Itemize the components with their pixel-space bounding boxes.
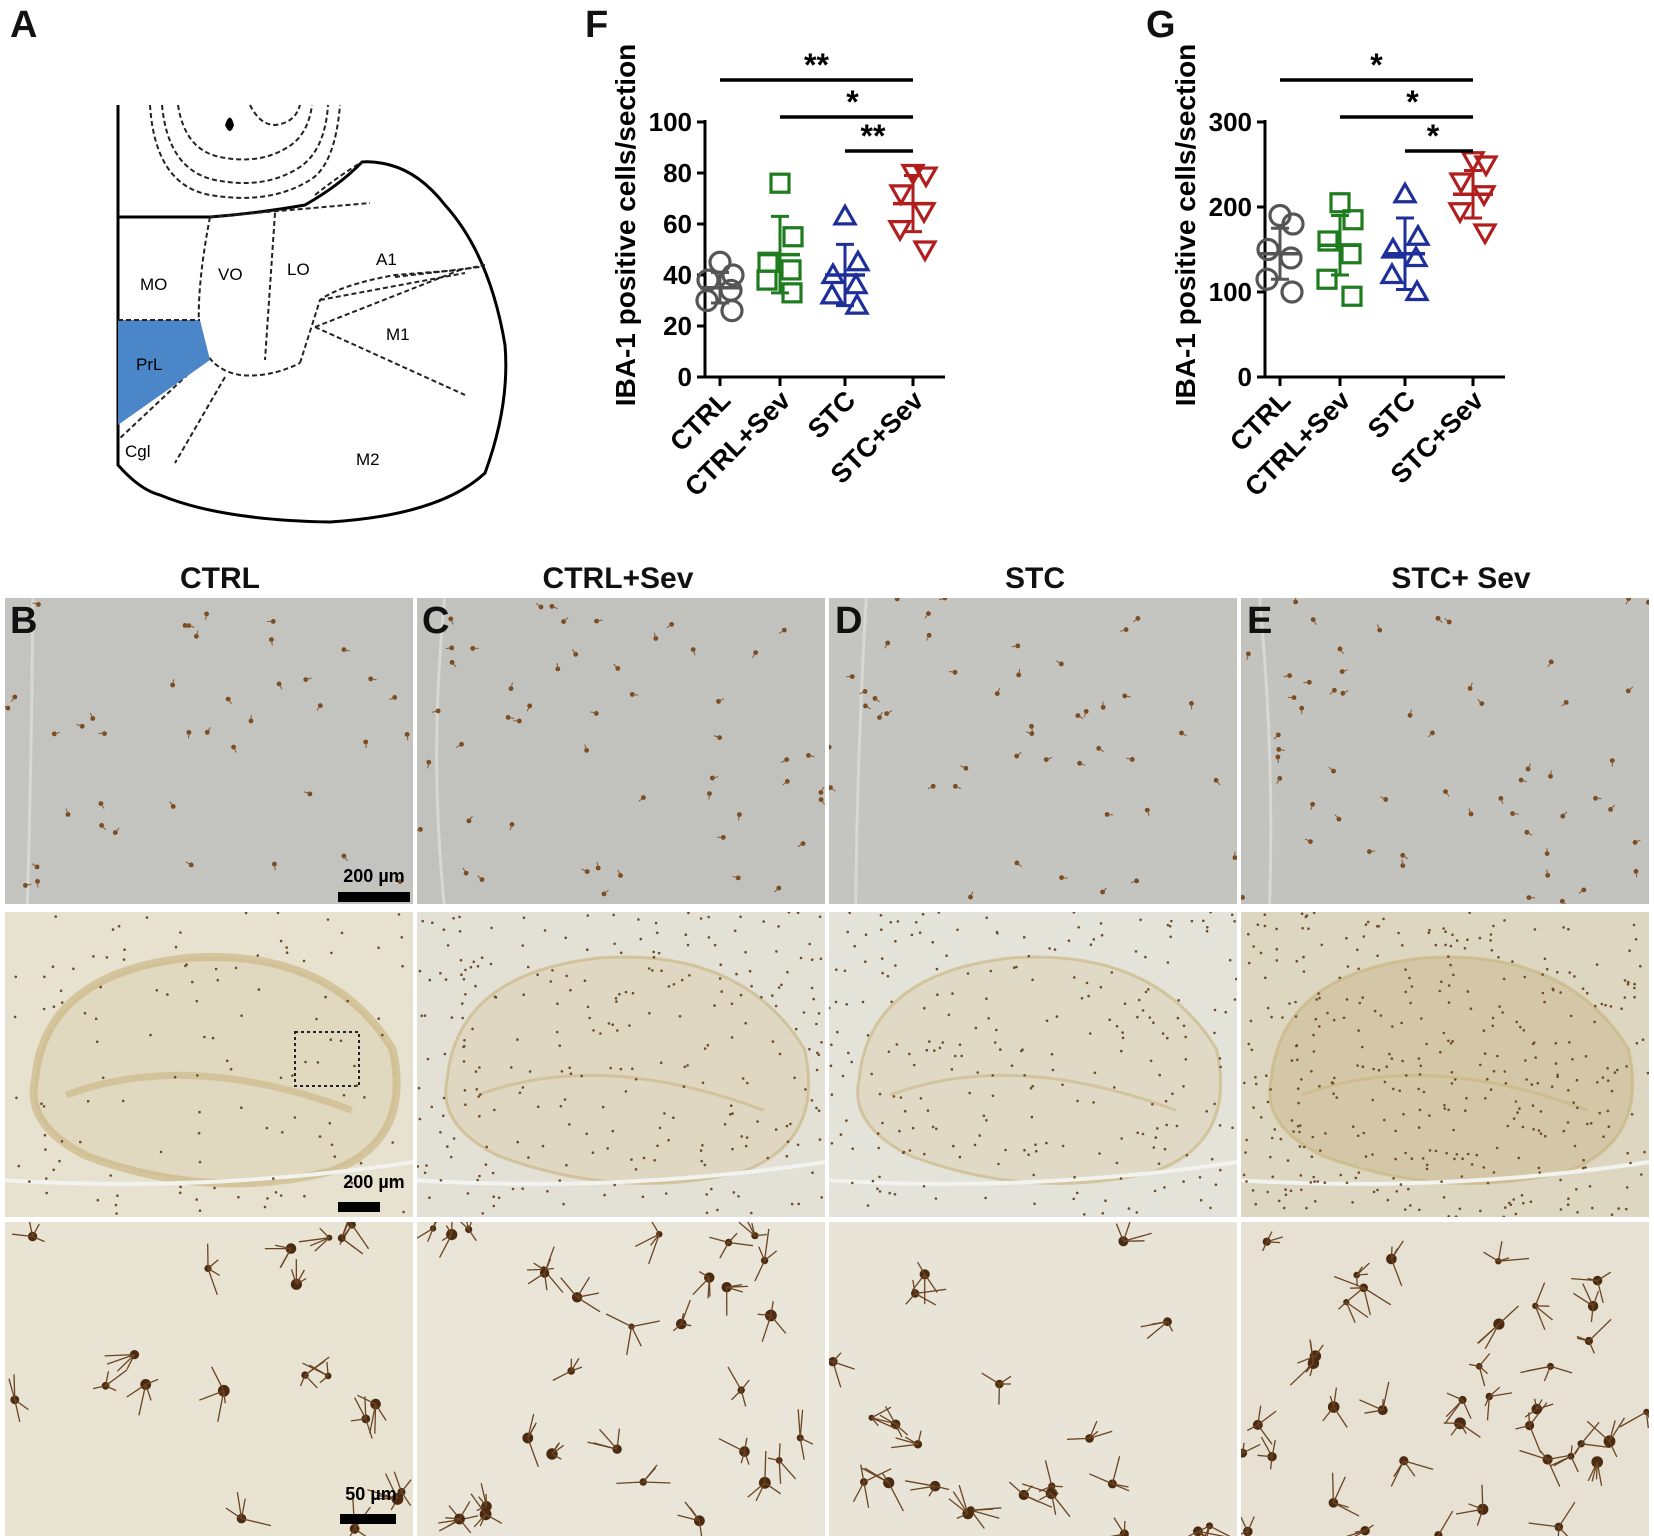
- g-point-1-4: [1316, 268, 1338, 290]
- brain-atlas-diagram: MO VO LO A1 M1 PrL Cgl M2: [116, 104, 508, 524]
- f-sig-label-2: **: [861, 118, 886, 154]
- g-ytick-label-1: 100: [1209, 277, 1252, 307]
- f-point-3-5: [912, 240, 938, 263]
- micrograph-r2-c2: [417, 912, 825, 1217]
- micrograph-r1-c3: [829, 598, 1237, 904]
- g-point-2-3: [1403, 244, 1429, 268]
- panel-label-a: A: [10, 4, 38, 46]
- micrograph-r1-c4: [1241, 598, 1649, 904]
- prl-highlight: [118, 320, 210, 425]
- f-ytick-label-1: 20: [663, 311, 692, 341]
- g-point-1-5: [1341, 285, 1363, 307]
- g-point-1-1: [1342, 209, 1364, 231]
- scale-bar-row3: 50 µm: [338, 1484, 404, 1524]
- micrograph-r3-c2: [417, 1222, 825, 1536]
- region-label-cgl: Cgl: [125, 442, 151, 461]
- f-point-2-0: [832, 203, 858, 226]
- f-point-3-3: [911, 202, 937, 225]
- micrograph-r3-c4: [1241, 1222, 1649, 1536]
- region-label-m1: M1: [386, 325, 410, 344]
- f-point-0-5: [720, 299, 744, 323]
- panel-label-f: F: [585, 4, 609, 46]
- micrograph-r3-c3: [829, 1222, 1237, 1536]
- f-point-2-4: [819, 282, 845, 305]
- f-point-1-3: [780, 259, 802, 281]
- column-title-ctrl: CTRL: [180, 562, 260, 595]
- g-point-0-2: [1256, 237, 1280, 262]
- f-sig-label-0: **: [804, 47, 829, 83]
- micrograph-r2-c1: [5, 912, 413, 1217]
- atlas-outline: [116, 105, 508, 524]
- g-ytick-label-3: 300: [1209, 107, 1252, 137]
- f-point-1-0: [769, 172, 791, 194]
- chart-f: 0 20 40 60 80 100 IBA-1 positive cells/section…: [615, 44, 945, 502]
- f-point-1-4: [756, 269, 778, 291]
- f-point-2-1: [845, 249, 871, 272]
- region-label-vo: VO: [218, 265, 243, 284]
- panel-label-c: C: [422, 600, 450, 642]
- micrograph-r2-c3: [829, 912, 1237, 1217]
- g-xtick-label-2: STC: [1362, 385, 1421, 444]
- f-sig-label-1: *: [846, 84, 859, 120]
- g-point-3-2: [1448, 172, 1474, 195]
- g-point-3-5: [1472, 223, 1498, 246]
- micrograph-r3-c1: [5, 1222, 413, 1536]
- panel-label-g: G: [1146, 4, 1176, 46]
- g-point-2-2: [1380, 236, 1406, 259]
- micrograph-r2-c4: [1241, 912, 1649, 1217]
- f-ytick-label-5: 100: [649, 107, 692, 137]
- column-title-stc-sev: STC+ Sev: [1391, 562, 1531, 595]
- micrograph-r1-c2: [417, 598, 825, 904]
- scale-bar-row2: 200 µm: [334, 1172, 414, 1212]
- g-ytick-label-0: 0: [1238, 362, 1252, 392]
- scale-bar-row1: 200 µm: [336, 866, 412, 902]
- panel-label-e: E: [1247, 600, 1273, 642]
- f-ytick-label-0: 0: [678, 362, 692, 392]
- f-point-3-2: [888, 184, 914, 207]
- region-label-a1: A1: [376, 250, 397, 269]
- column-title-ctrl-sev: CTRL+Sev: [542, 562, 694, 595]
- g-point-1-3: [1340, 243, 1362, 265]
- g-point-1-2: [1317, 230, 1339, 252]
- f-point-0-0: [708, 250, 732, 274]
- column-title-stc: STC: [1005, 562, 1065, 595]
- g-point-3-1: [1473, 155, 1499, 178]
- f-point-0-1: [721, 263, 745, 287]
- g-sig-label-2: *: [1427, 118, 1440, 154]
- g-point-2-4: [1379, 261, 1405, 285]
- f-xtick-label-2: STC: [802, 385, 861, 444]
- f-ytick-label-4: 80: [663, 158, 692, 188]
- region-label-mo: MO: [140, 275, 167, 294]
- f-point-1-1: [782, 226, 804, 248]
- f-point-2-3: [843, 271, 869, 295]
- panel-label-d: D: [835, 600, 863, 642]
- g-point-1-0: [1329, 192, 1351, 214]
- f-point-0-4: [695, 288, 719, 313]
- region-label-lo: LO: [287, 260, 310, 279]
- g-point-0-5: [1280, 280, 1304, 304]
- f-ytick-label-2: 40: [663, 260, 692, 290]
- g-y-axis-label: IBA-1 positive cells/section: [1175, 44, 1201, 407]
- g-ytick-label-2: 200: [1209, 192, 1252, 222]
- region-label-prl: PrL: [136, 355, 162, 374]
- g-point-3-4: [1447, 202, 1473, 225]
- g-point-2-1: [1405, 223, 1431, 246]
- region-label-m2: M2: [356, 450, 380, 469]
- ventricle-mark: [225, 117, 234, 131]
- g-point-0-1: [1281, 212, 1305, 236]
- g-point-2-0: [1392, 181, 1418, 204]
- micrograph-r1-c1: [5, 598, 413, 904]
- panel-label-b: B: [10, 600, 38, 642]
- f-ytick-label-3: 60: [663, 209, 692, 239]
- f-y-axis-label: IBA-1 positive cells/section: [615, 44, 641, 407]
- g-point-0-3: [1279, 246, 1303, 270]
- g-sig-label-0: *: [1370, 47, 1383, 83]
- g-sig-label-1: *: [1406, 84, 1419, 120]
